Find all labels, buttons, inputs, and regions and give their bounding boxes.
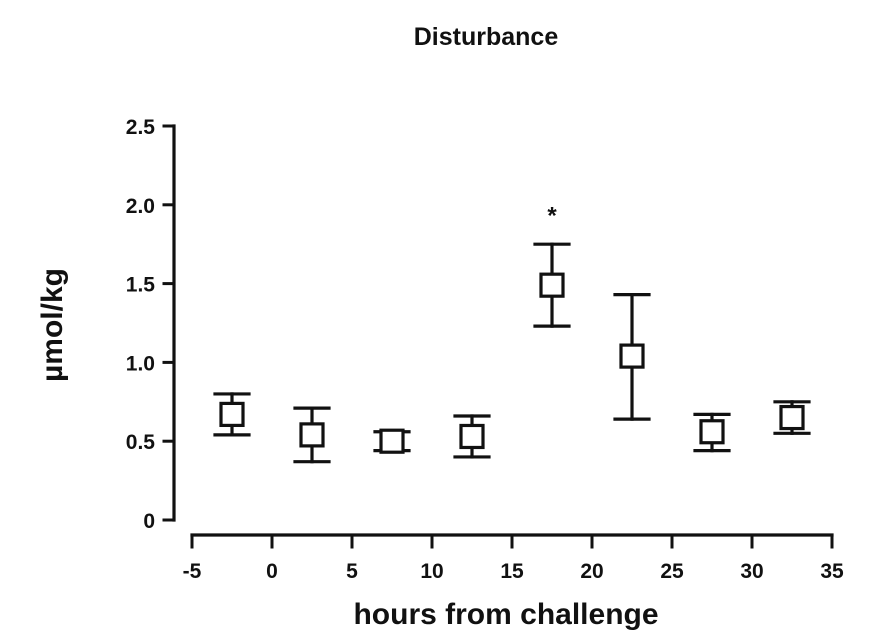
significance-marker: * <box>547 203 557 230</box>
data-point <box>779 404 805 431</box>
data-point <box>299 422 325 448</box>
y-tick-label: 0 <box>143 510 155 533</box>
data-point <box>619 343 645 369</box>
data-point <box>379 428 405 454</box>
x-tick-label: 0 <box>266 560 278 583</box>
x-tick-label: 10 <box>420 560 443 583</box>
data-point <box>219 401 245 428</box>
y-tick-label: 2.0 <box>126 195 155 218</box>
y-tick-label: 2.5 <box>126 116 156 139</box>
y-tick-label: 0.5 <box>126 431 156 454</box>
x-tick-label: 35 <box>820 560 844 583</box>
y-tick-label: 1.0 <box>126 352 155 375</box>
x-tick-label: -5 <box>183 560 202 583</box>
x-tick-label: 15 <box>500 560 524 583</box>
data-point <box>459 423 485 450</box>
x-tick-label: 20 <box>580 560 603 583</box>
x-axis-title: hours from challenge <box>353 598 658 631</box>
chart-title: Disturbance <box>414 23 559 51</box>
y-tick-label: 1.5 <box>126 274 156 297</box>
y-axis-title: µmol/kg <box>36 268 69 382</box>
x-tick-label: 5 <box>346 560 358 583</box>
x-tick-label: 30 <box>740 560 763 583</box>
data-point <box>539 272 565 298</box>
plot-area: 0 0.5 1.0 1.5 2.0 2.5 -5 0 5 10 15 20 25 30 35 * <box>126 116 844 583</box>
data-point <box>699 419 725 445</box>
x-tick-label: 25 <box>660 560 684 583</box>
